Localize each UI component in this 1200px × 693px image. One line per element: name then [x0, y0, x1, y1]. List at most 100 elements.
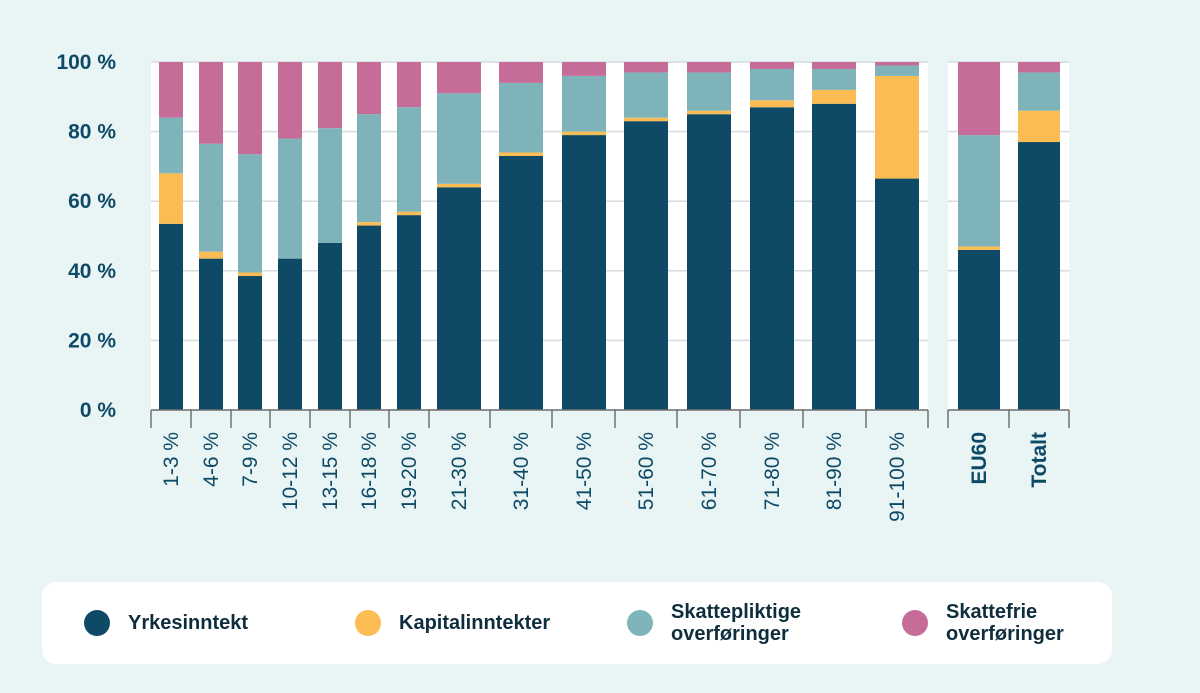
legend-item-skattefrie-overforinger: Skattefrie overføringer	[902, 582, 1064, 664]
x-tick-label: 4-6 %	[200, 432, 223, 487]
legend-item-kapitalinntekter: Kapitalinntekter	[355, 582, 550, 664]
legend-swatch	[627, 610, 653, 636]
bar-segment-1	[687, 114, 731, 410]
bar-segment-1	[812, 103, 856, 410]
x-tick-label: 7-9 %	[239, 432, 262, 487]
bar-segment-3	[437, 93, 481, 184]
bar-segment-2	[397, 211, 421, 216]
bar-segment-1	[199, 258, 223, 410]
bar-segment-2	[1018, 110, 1060, 143]
bar-segment-3	[624, 72, 668, 118]
legend-item-skattepliktige-overforinger: Skattepliktige overføringer	[627, 582, 801, 664]
bar-segment-4	[750, 62, 794, 69]
x-tick-label: 41-50 %	[573, 432, 596, 510]
bar-segment-3	[318, 128, 342, 243]
legend-label: Kapitalinntekter	[399, 612, 551, 634]
x-tick-label: 21-30 %	[448, 432, 471, 510]
legend-swatch	[902, 610, 928, 636]
stacked-bar-chart: 0 % 20 % 40 % 60 % 80 % 100 % 1-3 % 4-6 % 7-9 %…	[56, 51, 1070, 522]
bar-segment-3	[238, 154, 262, 273]
y-tick-label: 100 %	[56, 51, 116, 74]
bar-segment-1	[159, 223, 183, 410]
y-tick-label: 0 %	[80, 399, 117, 422]
x-tick-label: 71-80 %	[761, 432, 784, 510]
bar-segment-1	[750, 107, 794, 411]
bar-segment-3	[750, 68, 794, 101]
bar-segment-2	[624, 117, 668, 122]
x-tick-label: 1-3 %	[160, 432, 183, 487]
y-tick-label: 40 %	[68, 260, 116, 283]
bar-segment-1	[624, 121, 668, 410]
bar-segment-4	[357, 62, 381, 115]
bar-segment-2	[750, 100, 794, 108]
legend-label: Skattepliktige overføringer	[671, 601, 802, 645]
bar-segment-2	[958, 246, 1000, 250]
bar-segment-1	[958, 249, 1000, 410]
x-tick-label: Totalt	[1028, 432, 1051, 488]
x-tick-label: 91-100 %	[886, 432, 909, 522]
y-tick-label: 80 %	[68, 121, 116, 144]
x-tick-label: EU60	[968, 432, 991, 485]
y-tick-label: 20 %	[68, 329, 116, 352]
bar-segment-3	[397, 107, 421, 212]
bar-segment-1	[278, 258, 302, 410]
bar-segment-1	[238, 276, 262, 410]
legend: Yrkesinntekt Kapitalinntekter Skatteplik…	[42, 582, 1112, 664]
bar-segment-2	[687, 110, 731, 115]
bar-segment-3	[357, 114, 381, 223]
bar-segment-2	[812, 89, 856, 104]
bar-segment-1	[1018, 142, 1060, 411]
bar-segment-2	[499, 152, 543, 156]
bar-segment-4	[318, 62, 342, 129]
bar-segment-4	[624, 62, 668, 73]
x-tick-label: 61-70 %	[698, 432, 721, 510]
x-tick-label: 16-18 %	[358, 432, 381, 510]
bar-segment-3	[875, 65, 919, 76]
bar-segment-4	[159, 62, 183, 118]
bar-segment-4	[687, 62, 731, 73]
bar-segment-1	[318, 242, 342, 410]
x-axis-tick-labels: 1-3 % 4-6 % 7-9 % 10-12 % 13-15 % 16-18 % 19-2…	[160, 432, 1051, 522]
bar-segment-2	[238, 272, 262, 277]
y-axis-tick-labels: 0 % 20 % 40 % 60 % 80 % 100 %	[56, 51, 116, 422]
bar-segment-3	[499, 82, 543, 153]
legend-label: Skattefrie overføringer	[946, 601, 1064, 645]
bars	[159, 62, 1060, 411]
x-tick-label: 81-90 %	[823, 432, 846, 510]
bar-segment-2	[159, 173, 183, 224]
bar-segment-3	[159, 117, 183, 174]
bar-segment-3	[199, 143, 223, 252]
bar-segment-3	[562, 75, 606, 132]
bar-segment-4	[875, 62, 919, 66]
x-tick-label: 19-20 %	[398, 432, 421, 510]
x-tick-label: 13-15 %	[319, 432, 342, 510]
bar-segment-4	[499, 62, 543, 83]
x-axis	[150, 409, 1070, 428]
x-tick-label: 51-60 %	[635, 432, 658, 510]
legend-label: Yrkesinntekt	[128, 612, 249, 634]
bar-segment-1	[875, 178, 919, 410]
bar-segment-4	[437, 62, 481, 94]
bar-segment-3	[278, 138, 302, 259]
bar-segment-1	[562, 135, 606, 410]
bar-segment-2	[357, 222, 381, 226]
bar-segment-2	[875, 75, 919, 179]
y-tick-label: 60 %	[68, 190, 116, 213]
bar-segment-1	[437, 187, 481, 410]
bar-segment-4	[238, 62, 262, 155]
x-tick-label: 31-40 %	[510, 432, 533, 510]
bar-segment-4	[1018, 62, 1060, 73]
bar-segment-1	[397, 215, 421, 410]
bar-segment-2	[199, 251, 223, 259]
bar-segment-4	[958, 62, 1000, 136]
bar-segment-4	[562, 62, 606, 76]
bar-segment-4	[278, 62, 302, 139]
bar-segment-3	[1018, 72, 1060, 111]
x-tick-label: 10-12 %	[279, 432, 302, 510]
bar-segment-4	[812, 62, 856, 69]
legend-swatch	[84, 610, 110, 636]
legend-item-yrkesinntekt: Yrkesinntekt	[84, 582, 248, 664]
legend-swatch	[355, 610, 381, 636]
bar-segment-3	[958, 135, 1000, 247]
bar-segment-4	[199, 62, 223, 144]
